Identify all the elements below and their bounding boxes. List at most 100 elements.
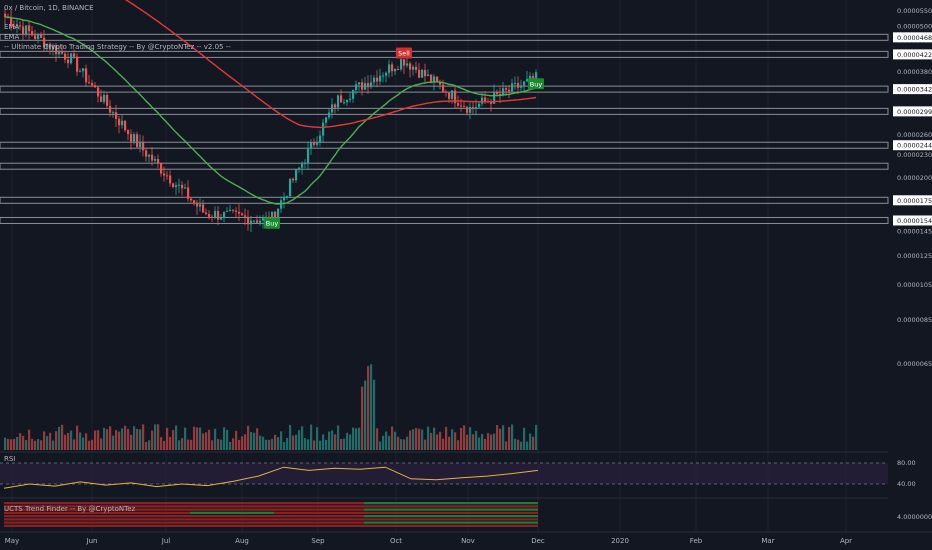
volume-bar [202, 433, 205, 450]
candle-body [415, 66, 418, 70]
indicator-ucts-strategy[interactable]: -- Ultimate Crypto Trading Strategy -- B… [4, 43, 231, 51]
volume-bar [280, 431, 283, 450]
candle-body [82, 68, 85, 72]
candle-body [67, 59, 70, 64]
price-level-tag [893, 84, 932, 95]
candle-body [496, 92, 499, 94]
volume-bar [40, 440, 43, 450]
price-level-label: 0.00004226 [897, 51, 932, 59]
volume-bar [508, 427, 511, 450]
volume-bar [55, 431, 58, 450]
candle-body [232, 209, 235, 211]
candle-body [145, 150, 148, 157]
volume-bar [49, 432, 52, 450]
price-level-label: 0.00001549 [897, 217, 932, 225]
volume-bar [469, 427, 472, 450]
volume-bar [142, 424, 145, 450]
volume-bar [328, 431, 331, 450]
volume-bar [94, 430, 97, 450]
volume-bar [19, 433, 22, 450]
volume-bar [175, 425, 178, 450]
volume-bar [520, 441, 523, 450]
price-level-tag [893, 106, 932, 117]
volume-bar [424, 439, 427, 450]
candle-body [400, 59, 403, 70]
candle-body [160, 163, 163, 174]
candle-body [13, 25, 16, 27]
candle-body [283, 196, 286, 201]
volume-bar [214, 428, 217, 450]
volume-bar [193, 426, 196, 450]
volume-bar [265, 439, 268, 450]
candle-body [112, 112, 115, 114]
volume-bar [325, 439, 328, 450]
volume-bar [58, 426, 61, 450]
volume-bar [103, 427, 106, 450]
x-tick-label: Nov [461, 537, 475, 545]
candle-body [310, 142, 313, 149]
volume-bar [349, 434, 352, 450]
candle-body [514, 83, 517, 85]
volume-bar [226, 429, 229, 450]
candle-body [301, 163, 304, 168]
candle-body [328, 112, 331, 118]
candle-body [253, 220, 256, 222]
volume-bar [157, 424, 160, 450]
volume-bar [223, 427, 226, 450]
candle-body [394, 68, 397, 72]
candle-body [196, 202, 199, 207]
candle-body [223, 211, 226, 218]
volume-bar [259, 435, 262, 450]
volume-bar [10, 439, 13, 450]
x-tick-label: Mar [761, 537, 774, 545]
candle-body [535, 72, 538, 80]
trend-finder-axis-label: 4.00000000 [897, 513, 932, 521]
indicator-ema-2[interactable]: EMA [4, 33, 20, 41]
candle-body [178, 184, 181, 186]
volume-bar [445, 426, 448, 450]
candle-body [52, 45, 55, 50]
trend-finder-title[interactable]: UCTS Trend Finder -- By @CryptoNTez [4, 505, 136, 513]
candle-body [241, 213, 244, 216]
candle-body [271, 211, 274, 224]
volume-bar [394, 431, 397, 450]
volume-bar [331, 430, 334, 450]
candle-body [532, 75, 535, 80]
volume-bar [232, 438, 235, 450]
candle-body [466, 106, 469, 113]
candle-body [100, 96, 103, 102]
volume-bar [31, 438, 34, 450]
candle-body [355, 84, 358, 90]
volume-bar [442, 438, 445, 450]
x-tick-label: Sep [311, 537, 325, 545]
candle-body [331, 104, 334, 113]
rsi-level-label: 40.00 [897, 480, 916, 488]
candle-body [454, 90, 457, 104]
candle-body [217, 211, 220, 220]
candle-body [169, 175, 172, 184]
candle-body [478, 103, 481, 108]
volume-bar [451, 429, 454, 450]
volume-bar [403, 439, 406, 450]
rsi-pane-title[interactable]: RSI [4, 455, 16, 463]
volume-bar [337, 425, 340, 450]
volume-bar [187, 439, 190, 450]
candle-body [334, 104, 337, 108]
volume-bar [355, 428, 358, 450]
candle-body [193, 200, 196, 203]
volume-bar [109, 426, 112, 450]
volume-bar [172, 430, 175, 450]
candle-body [28, 25, 31, 32]
volume-bar [181, 438, 184, 450]
indicator-ema-1[interactable]: EMA [4, 23, 20, 31]
candle-body [469, 106, 472, 113]
volume-bar [220, 439, 223, 450]
candle-body [409, 63, 412, 70]
candle-body [127, 130, 130, 135]
volume-bar [415, 428, 418, 450]
candle-body [391, 64, 394, 72]
candle-body [379, 75, 382, 82]
volume-bar [136, 428, 139, 450]
